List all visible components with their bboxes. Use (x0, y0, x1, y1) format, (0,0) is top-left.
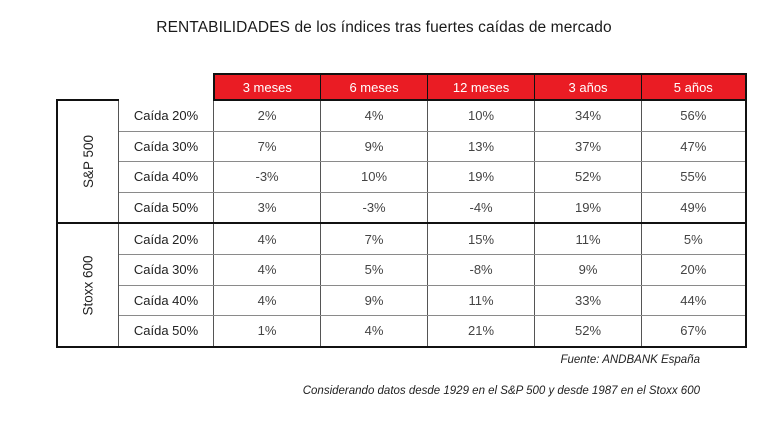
table-cell: 56% (641, 100, 747, 132)
table-cell: 21% (427, 315, 536, 348)
table-row: Caída 30% 4% 5% -8% 9% 20% (57, 254, 747, 286)
table-row: Caída 50% 1% 4% 21% 52% 67% (57, 315, 747, 348)
table-cell: 2% (213, 100, 322, 132)
table-cell: 47% (641, 131, 747, 163)
table-cell: -8% (427, 254, 536, 286)
column-header: 5 años (641, 73, 747, 101)
table-cell: 5% (320, 254, 429, 286)
row-label: Caída 40% (118, 285, 215, 317)
table-cell: -3% (213, 161, 322, 193)
footnote: Considerando datos desde 1929 en el S&P … (302, 385, 700, 397)
row-label: Caída 20% (118, 223, 215, 255)
table-cell: 55% (641, 161, 747, 193)
column-header: 3 meses (212, 73, 322, 101)
header-corner (57, 74, 119, 100)
table-cell: 37% (534, 131, 643, 163)
table-cell: 4% (213, 223, 322, 255)
table-cell: 3% (213, 192, 322, 225)
row-label: Caída 50% (118, 315, 215, 348)
table-cell: 5% (641, 223, 747, 255)
table-cell: 13% (427, 131, 536, 163)
table-row: Stoxx 600 Caída 20% 4% 7% 15% 11% 5% (56, 222, 747, 348)
table-cell: 10% (427, 100, 536, 132)
table-cell: -3% (320, 192, 429, 225)
table-cell: 7% (320, 223, 429, 255)
table-cell: 1% (213, 315, 322, 348)
table-row: Caída 40% -3% 10% 19% 52% 55% (57, 161, 747, 193)
header-row: 3 meses 6 meses 12 meses 3 años 5 años (57, 73, 747, 101)
table-cell: 49% (641, 192, 747, 225)
header-corner-label (119, 74, 214, 100)
column-header: 3 años (534, 73, 643, 101)
table-cell: 10% (320, 161, 429, 193)
row-label: Caída 30% (118, 131, 215, 163)
table-cell: -4% (427, 192, 536, 225)
source-note: Fuente: ANDBANK España (560, 354, 700, 366)
column-header: 12 meses (427, 73, 536, 101)
table-cell: 67% (641, 315, 747, 348)
index-label-sp500: S&P 500 (56, 98, 120, 225)
table-cell: 19% (427, 161, 536, 193)
table-cell: 19% (534, 192, 643, 225)
table-cell: 4% (320, 100, 429, 132)
table-cell: 7% (213, 131, 322, 163)
table-cell: 52% (534, 315, 643, 348)
table-cell: 44% (641, 285, 747, 317)
table-row: S&P 500 Caída 20% 2% 4% 10% 34% 56% (56, 98, 747, 225)
table-cell: 11% (427, 285, 536, 317)
table-cell: 9% (534, 254, 643, 286)
index-name: S&P 500 (80, 135, 96, 189)
row-label: Caída 20% (118, 100, 215, 132)
table-cell: 9% (320, 131, 429, 163)
table-row: Caída 50% 3% -3% -4% 19% 49% (57, 192, 747, 225)
index-label-stoxx600: Stoxx 600 (56, 222, 120, 348)
table-cell: 15% (427, 223, 536, 255)
index-name: Stoxx 600 (80, 255, 96, 316)
row-label: Caída 30% (118, 254, 215, 286)
table-cell: 34% (534, 100, 643, 132)
row-label: Caída 50% (118, 192, 215, 225)
returns-table: 3 meses 6 meses 12 meses 3 años 5 años S… (56, 73, 747, 348)
table-cell: 9% (320, 285, 429, 317)
page-title: RENTABILIDADES de los índices tras fuert… (156, 19, 612, 36)
table-row: Caída 30% 7% 9% 13% 37% 47% (57, 131, 747, 163)
column-header: 6 meses (320, 73, 429, 101)
table-cell: 33% (534, 285, 643, 317)
table-cell: 11% (534, 223, 643, 255)
table-cell: 4% (320, 315, 429, 348)
table-cell: 4% (213, 254, 322, 286)
row-label: Caída 40% (118, 161, 215, 193)
table-cell: 4% (213, 285, 322, 317)
table-row: Caída 40% 4% 9% 11% 33% 44% (57, 285, 747, 317)
table-cell: 52% (534, 161, 643, 193)
table-cell: 20% (641, 254, 747, 286)
